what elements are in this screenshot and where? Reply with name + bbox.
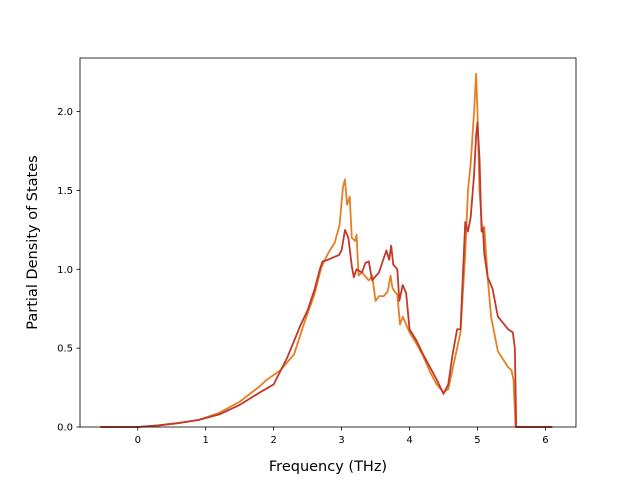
y-tick-label: 1.5 xyxy=(57,186,73,197)
x-tick-label: 1 xyxy=(203,435,209,446)
x-tick-label: 0 xyxy=(135,435,141,446)
x-axis-label: Frequency (THz) xyxy=(269,459,387,475)
y-tick-label: 1.0 xyxy=(57,265,73,276)
x-axis-ticks: 0 1 2 3 4 5 6 xyxy=(135,427,549,446)
x-tick-label: 4 xyxy=(406,435,412,446)
x-tick-label: 5 xyxy=(474,435,480,446)
y-tick-label: 0.0 xyxy=(57,423,73,434)
series-line-2 xyxy=(100,121,553,428)
x-tick-label: 6 xyxy=(542,435,548,446)
plot-area xyxy=(79,57,577,428)
x-tick-label: 2 xyxy=(270,435,276,446)
y-axis-label: Partial Density of States xyxy=(25,155,41,329)
x-tick-label: 3 xyxy=(338,435,344,446)
y-tick-label: 0.5 xyxy=(57,344,73,355)
y-axis-ticks: 0.0 0.5 1.0 1.5 2.0 xyxy=(57,107,80,434)
y-tick-label: 2.0 xyxy=(57,107,73,118)
plot-frame xyxy=(79,57,577,428)
